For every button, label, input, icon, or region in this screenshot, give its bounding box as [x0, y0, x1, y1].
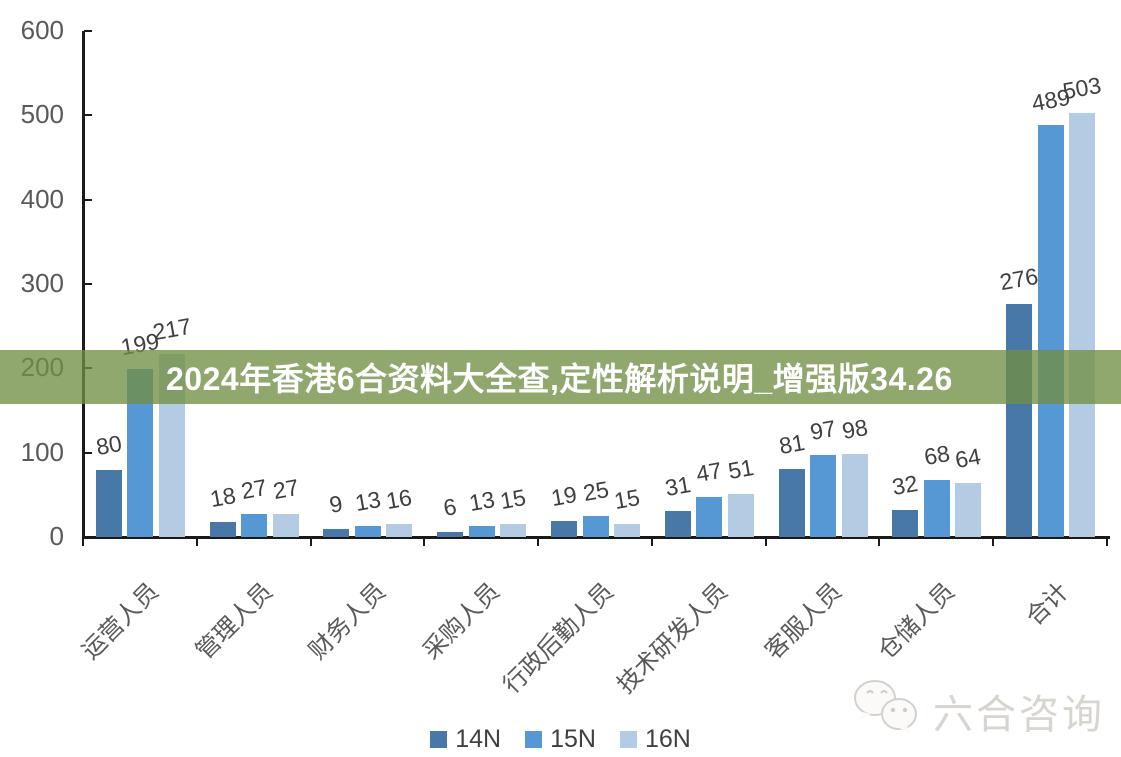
- bar-value-label: 19: [549, 480, 579, 512]
- bar: [500, 524, 527, 537]
- y-axis-tick: [84, 283, 92, 285]
- x-axis-category-label: 客服人员: [759, 577, 847, 665]
- bar-value-label: 18: [207, 481, 238, 512]
- bar-value-label: 47: [694, 457, 725, 488]
- legend-item: 15N: [525, 726, 596, 752]
- bar-value-label: 31: [662, 470, 693, 501]
- chart-legend: 14N 15N 16N: [0, 726, 1121, 752]
- x-axis-tick: [1106, 538, 1108, 546]
- legend-item: 14N: [430, 726, 501, 752]
- x-axis-tick: [82, 538, 84, 546]
- bar-value-label: 80: [93, 429, 124, 460]
- bar-value-label: 27: [270, 474, 301, 505]
- x-axis: [82, 536, 1110, 539]
- y-axis-tick-label: 100: [20, 436, 64, 467]
- bar: [778, 468, 805, 537]
- overlay-banner-text: 2024年香港6合资料大全查,定性解析说明_增强版34.26: [166, 361, 953, 397]
- y-axis-tick: [84, 536, 92, 538]
- bar-value-label: 15: [498, 484, 528, 515]
- bar-value-label: 51: [725, 453, 756, 485]
- bar-value-label: 27: [239, 474, 269, 505]
- x-axis-tick: [992, 538, 995, 546]
- bar: [354, 526, 381, 537]
- legend-swatch: [619, 730, 637, 748]
- bar-value-label: 64: [953, 442, 984, 474]
- bar-value-label: 13: [352, 486, 383, 517]
- legend-label: 14N: [455, 725, 502, 753]
- x-axis-category-label: 运营人员: [76, 577, 164, 665]
- y-axis-tick: [84, 198, 92, 201]
- watermark-text: 六合咨询: [933, 692, 1105, 737]
- bar: [1037, 124, 1064, 537]
- bar: [209, 521, 236, 537]
- bar-value-label: 217: [150, 312, 193, 346]
- y-axis-tick: [84, 451, 92, 454]
- x-axis-tick: [764, 538, 767, 546]
- legend-item: 16N: [619, 725, 691, 753]
- x-axis-category-label: 行政后勤人员: [498, 577, 620, 699]
- x-axis-tick: [195, 538, 198, 546]
- legend-label: 15N: [550, 725, 596, 753]
- bar-value-label: 25: [580, 475, 611, 506]
- bar: [614, 524, 640, 537]
- bar-value-label: 6: [441, 493, 459, 521]
- legend-swatch: [430, 730, 448, 748]
- y-axis-tick-label: 500: [20, 99, 64, 130]
- bar-value-label: 68: [921, 439, 952, 470]
- bar: [664, 510, 691, 537]
- y-axis-tick-label: 0: [49, 521, 64, 551]
- overlay-banner: 2024年香港6合资料大全查,定性解析说明_增强版34.26: [0, 350, 1121, 404]
- bar: [241, 514, 268, 537]
- bar: [696, 497, 723, 537]
- y-axis-tick-label: 400: [20, 183, 64, 214]
- x-axis-tick: [309, 538, 312, 546]
- x-axis-tick: [537, 538, 540, 546]
- bar: [551, 520, 577, 537]
- bar: [272, 514, 299, 537]
- bar: [323, 529, 350, 537]
- y-axis: [82, 31, 85, 539]
- bar-value-label: 97: [808, 415, 838, 446]
- y-axis-tick: [84, 114, 92, 117]
- bar-value-label: 13: [466, 486, 497, 517]
- bar: [810, 455, 837, 537]
- bar: [1006, 304, 1033, 537]
- x-axis-tick: [650, 538, 653, 546]
- bar-value-label: 276: [997, 263, 1041, 296]
- x-axis-category-label: 合计: [1021, 577, 1075, 631]
- bar: [892, 510, 919, 537]
- x-axis-category-label: 采购人员: [418, 577, 506, 665]
- bar: [841, 454, 868, 537]
- y-axis-tick-label: 300: [20, 268, 64, 298]
- legend-label: 16N: [644, 725, 691, 753]
- bar: [727, 493, 754, 537]
- x-axis-category-label: 财务人员: [304, 577, 392, 665]
- bar-value-label: 503: [1060, 71, 1104, 104]
- x-axis-category-label: 管理人员: [190, 577, 278, 665]
- bar: [955, 483, 982, 537]
- bar-value-label: 15: [612, 484, 642, 515]
- bar-value-label: 9: [327, 490, 345, 519]
- bar: [1069, 112, 1096, 537]
- bar: [923, 479, 950, 537]
- chat-bubbles-icon: [851, 676, 925, 745]
- y-axis-tick: [84, 30, 92, 32]
- bar: [95, 469, 122, 537]
- x-axis-category-label: 仓储人员: [873, 577, 961, 665]
- bar-value-label: 81: [776, 428, 807, 459]
- bar: [582, 515, 609, 537]
- bar-value-label: 98: [839, 414, 870, 445]
- bar: [386, 523, 413, 537]
- legend-swatch: [525, 730, 543, 748]
- y-axis-tick-label: 600: [20, 15, 64, 45]
- bar-value-label: 16: [384, 483, 415, 514]
- watermark: 六合咨询: [851, 676, 1105, 745]
- x-axis-tick: [878, 538, 881, 546]
- x-axis-tick: [423, 538, 426, 546]
- bar: [468, 526, 495, 537]
- bar-value-label: 32: [890, 469, 921, 501]
- x-axis-category-label: 技术研发人员: [611, 577, 733, 699]
- bar: [437, 531, 464, 537]
